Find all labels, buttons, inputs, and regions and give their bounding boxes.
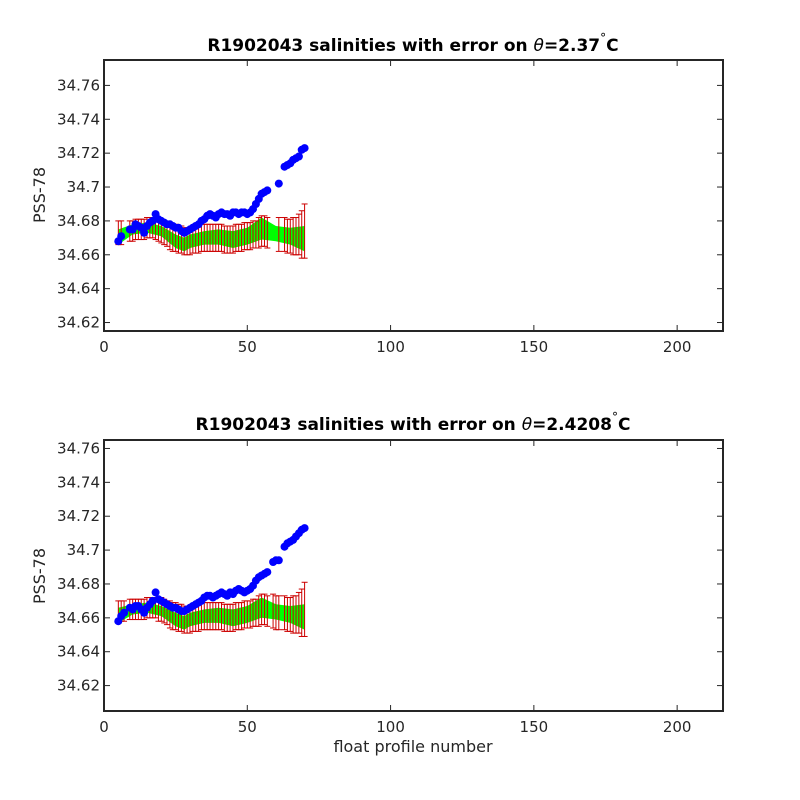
top-plot-area: 34.62 34.64 34.66 34.68 34.7 34.72 34.74 34.76 0… <box>57 59 724 356</box>
top-panel: R1902043 salinities with error on θ=2.37… <box>30 31 724 356</box>
mapped-error-bar <box>281 595 288 631</box>
measured-point <box>300 144 309 153</box>
mapped-error-bar <box>261 215 268 247</box>
measured-point <box>263 568 272 577</box>
error-band <box>118 217 305 252</box>
y-tick-label: 34.74 <box>57 110 100 128</box>
measured-point <box>263 186 272 195</box>
y-tick-label: 34.68 <box>57 575 100 593</box>
top-y-axis-label: PSS-78 <box>30 167 49 223</box>
measured-point <box>120 608 129 617</box>
measured-point <box>274 556 283 565</box>
x-tick-label: 200 <box>663 338 692 356</box>
mapped-error-bar <box>229 225 236 254</box>
y-tick-label: 34.7 <box>67 541 100 559</box>
mapped-error-bar <box>229 603 236 632</box>
measured-point <box>274 179 283 188</box>
bottom-panel: R1902043 salinities with error on θ=2.42… <box>30 410 724 756</box>
x-tick-label: 200 <box>663 718 692 736</box>
y-tick-label: 34.62 <box>57 677 100 695</box>
mapped-error-bar <box>264 217 271 249</box>
y-tick-label: 34.72 <box>57 507 100 525</box>
bottom-panel-title: R1902043 salinities with error on θ=2.42… <box>196 410 631 435</box>
y-tick-label: 34.64 <box>57 280 100 298</box>
mapped-error-bar <box>301 203 308 259</box>
mapped-error-bar <box>238 223 245 252</box>
mapped-error-bar <box>247 222 254 251</box>
y-tick-label: 34.64 <box>57 643 100 661</box>
measured-point <box>140 228 149 237</box>
y-tick-label: 34.68 <box>57 212 100 230</box>
mapped-error-bar <box>295 213 302 256</box>
mapped-error-bar <box>287 597 294 632</box>
measured-point <box>117 232 126 241</box>
mapped-error-bar <box>264 595 271 627</box>
x-tick-label: 100 <box>376 718 405 736</box>
y-tick-label: 34.66 <box>57 609 100 627</box>
mapped-error-bar <box>270 593 277 629</box>
x-tick-label: 150 <box>520 718 549 736</box>
bottom-y-axis-label: PSS-78 <box>30 548 49 604</box>
top-panel-title: R1902043 salinities with error on θ=2.37… <box>207 31 618 56</box>
measured-point <box>151 588 160 597</box>
mapped-error-bar <box>275 217 282 252</box>
y-tick-label: 34.76 <box>57 439 100 457</box>
axes-frame <box>103 439 724 712</box>
x-tick-label: 0 <box>99 718 109 736</box>
mapped-error-bar <box>255 217 262 249</box>
x-tick-label: 50 <box>238 338 257 356</box>
measured-point <box>300 524 309 533</box>
mapped-error-bar <box>247 600 254 629</box>
y-tick-label: 34.66 <box>57 246 100 264</box>
mapped-error-bar <box>238 602 245 631</box>
mapped-error-bar <box>218 223 225 252</box>
bottom-plot-area: 34.62 34.64 34.66 34.68 34.7 34.72 34.74 34.76 0… <box>57 439 724 736</box>
x-tick-label: 150 <box>520 338 549 356</box>
mapped-error-bar <box>261 593 268 626</box>
measured-point <box>294 152 303 161</box>
y-tick-label: 34.72 <box>57 144 100 162</box>
y-tick-label: 34.62 <box>57 314 100 332</box>
mapped-error-bar <box>218 602 225 631</box>
mapped-error-bar <box>301 581 308 637</box>
mapped-error-bar <box>287 218 294 254</box>
y-tick-label: 34.76 <box>57 76 100 94</box>
x-tick-label: 50 <box>238 718 257 736</box>
x-tick-label: 100 <box>376 338 405 356</box>
x-tick-label: 0 <box>99 338 109 356</box>
y-tick-label: 34.74 <box>57 473 100 491</box>
error-band <box>118 597 305 630</box>
bottom-x-axis-label: float profile number <box>333 737 493 756</box>
mapped-error-bar <box>295 591 302 634</box>
mapped-error-bar <box>275 595 282 631</box>
y-tick-label: 34.7 <box>67 178 100 196</box>
mapped-error-bar <box>281 217 288 252</box>
axes-frame <box>103 59 724 332</box>
mapped-error-bar <box>255 595 262 627</box>
